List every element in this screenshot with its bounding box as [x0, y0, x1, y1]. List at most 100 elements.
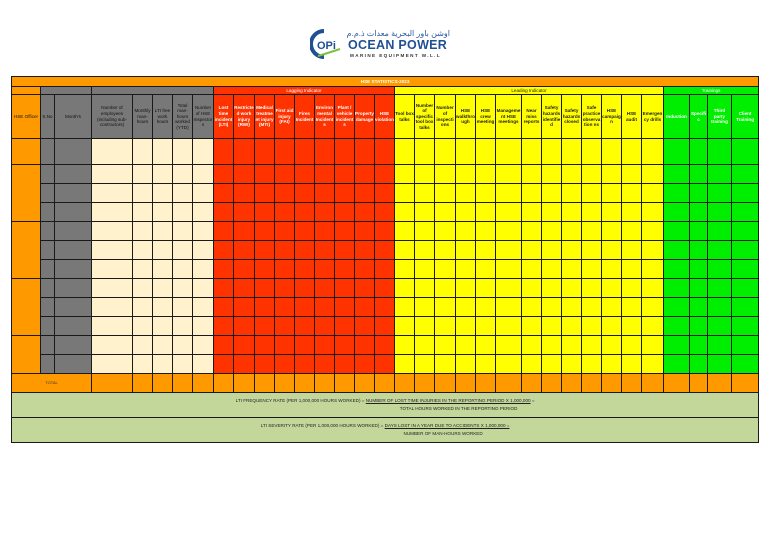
month-cell[interactable] [54, 183, 92, 203]
data-cell[interactable] [414, 259, 435, 279]
data-cell[interactable] [581, 138, 602, 165]
data-cell[interactable] [132, 259, 153, 279]
data-cell[interactable] [541, 164, 562, 184]
data-cell[interactable] [314, 354, 335, 374]
data-cell[interactable] [707, 202, 732, 222]
data-cell[interactable] [641, 335, 664, 355]
data-cell[interactable] [601, 240, 622, 260]
data-cell[interactable] [334, 354, 355, 374]
data-cell[interactable] [581, 335, 602, 355]
data-cell[interactable] [314, 240, 335, 260]
data-cell[interactable] [601, 335, 622, 355]
data-cell[interactable] [152, 316, 173, 336]
data-cell[interactable] [730, 183, 760, 203]
total-cell[interactable] [663, 373, 690, 393]
data-cell[interactable] [561, 354, 582, 374]
data-cell[interactable] [495, 259, 522, 279]
data-cell[interactable] [495, 221, 522, 241]
data-cell[interactable] [455, 138, 476, 165]
data-cell[interactable] [152, 354, 173, 374]
data-cell[interactable] [521, 221, 542, 241]
data-cell[interactable] [254, 240, 275, 260]
data-cell[interactable] [541, 259, 562, 279]
data-cell[interactable] [294, 138, 315, 165]
data-cell[interactable] [641, 138, 664, 165]
data-cell[interactable] [521, 138, 542, 165]
data-cell[interactable] [707, 354, 732, 374]
data-cell[interactable] [730, 259, 760, 279]
data-cell[interactable] [172, 259, 193, 279]
data-cell[interactable] [521, 164, 542, 184]
data-cell[interactable] [475, 164, 496, 184]
data-cell[interactable] [233, 278, 255, 298]
data-cell[interactable] [192, 259, 214, 279]
data-cell[interactable] [254, 138, 275, 165]
data-cell[interactable] [414, 221, 435, 241]
total-cell[interactable] [132, 373, 153, 393]
data-cell[interactable] [294, 335, 315, 355]
data-cell[interactable] [414, 278, 435, 298]
data-cell[interactable] [314, 164, 335, 184]
total-cell[interactable] [233, 373, 255, 393]
data-cell[interactable] [663, 221, 690, 241]
data-cell[interactable] [521, 354, 542, 374]
data-cell[interactable] [152, 183, 173, 203]
data-cell[interactable] [132, 297, 153, 317]
data-cell[interactable] [641, 278, 664, 298]
data-cell[interactable] [314, 259, 335, 279]
data-cell[interactable] [621, 259, 642, 279]
data-cell[interactable] [601, 221, 622, 241]
data-cell[interactable] [274, 354, 295, 374]
data-cell[interactable] [601, 183, 622, 203]
data-cell[interactable] [91, 164, 133, 184]
data-cell[interactable] [455, 259, 476, 279]
data-cell[interactable] [663, 259, 690, 279]
sno-cell[interactable] [40, 316, 55, 336]
data-cell[interactable] [152, 202, 173, 222]
data-cell[interactable] [414, 316, 435, 336]
data-cell[interactable] [314, 316, 335, 336]
data-cell[interactable] [233, 138, 255, 165]
data-cell[interactable] [334, 335, 355, 355]
data-cell[interactable] [475, 183, 496, 203]
data-cell[interactable] [294, 316, 315, 336]
data-cell[interactable] [354, 183, 375, 203]
data-cell[interactable] [434, 335, 456, 355]
data-cell[interactable] [730, 138, 760, 165]
data-cell[interactable] [354, 335, 375, 355]
data-cell[interactable] [663, 354, 690, 374]
data-cell[interactable] [414, 354, 435, 374]
data-cell[interactable] [455, 335, 476, 355]
month-cell[interactable] [54, 221, 92, 241]
data-cell[interactable] [213, 297, 234, 317]
data-cell[interactable] [730, 335, 760, 355]
data-cell[interactable] [274, 138, 295, 165]
data-cell[interactable] [730, 221, 760, 241]
data-cell[interactable] [641, 202, 664, 222]
sno-cell[interactable] [40, 138, 55, 165]
data-cell[interactable] [434, 221, 456, 241]
data-cell[interactable] [689, 354, 708, 374]
data-cell[interactable] [132, 354, 153, 374]
data-cell[interactable] [689, 259, 708, 279]
data-cell[interactable] [374, 278, 395, 298]
data-cell[interactable] [192, 138, 214, 165]
hse-officer-cell[interactable] [11, 138, 41, 165]
data-cell[interactable] [254, 316, 275, 336]
data-cell[interactable] [192, 278, 214, 298]
data-cell[interactable] [689, 240, 708, 260]
data-cell[interactable] [561, 183, 582, 203]
data-cell[interactable] [354, 316, 375, 336]
data-cell[interactable] [254, 221, 275, 241]
total-cell[interactable] [192, 373, 214, 393]
data-cell[interactable] [495, 138, 522, 165]
data-cell[interactable] [689, 164, 708, 184]
sno-cell[interactable] [40, 297, 55, 317]
data-cell[interactable] [561, 164, 582, 184]
data-cell[interactable] [213, 138, 234, 165]
data-cell[interactable] [354, 164, 375, 184]
data-cell[interactable] [434, 316, 456, 336]
data-cell[interactable] [294, 354, 315, 374]
data-cell[interactable] [495, 183, 522, 203]
data-cell[interactable] [521, 297, 542, 317]
